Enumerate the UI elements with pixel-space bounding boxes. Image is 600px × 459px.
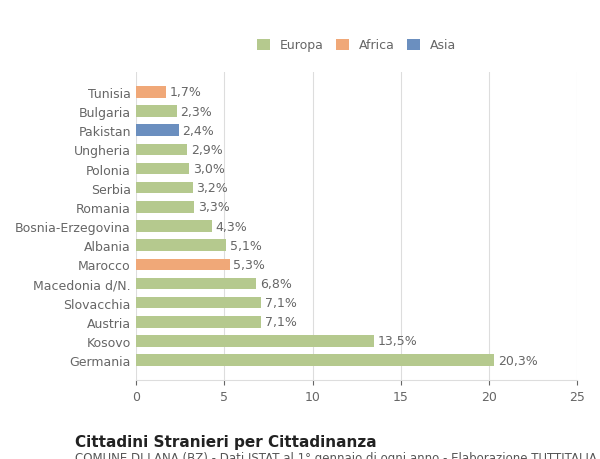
Text: 1,7%: 1,7% bbox=[170, 86, 202, 99]
Text: COMUNE DI LANA (BZ) - Dati ISTAT al 1° gennaio di ogni anno - Elaborazione TUTTI: COMUNE DI LANA (BZ) - Dati ISTAT al 1° g… bbox=[75, 451, 600, 459]
Bar bbox=[136, 336, 374, 347]
Bar bbox=[136, 202, 194, 213]
Bar bbox=[136, 163, 189, 175]
Text: 5,3%: 5,3% bbox=[233, 258, 265, 271]
Bar bbox=[136, 297, 262, 309]
Text: 20,3%: 20,3% bbox=[498, 354, 538, 367]
Text: 3,0%: 3,0% bbox=[193, 162, 224, 176]
Text: 13,5%: 13,5% bbox=[378, 335, 418, 348]
Text: 5,1%: 5,1% bbox=[230, 239, 262, 252]
Bar bbox=[136, 183, 193, 194]
Bar bbox=[136, 278, 256, 290]
Bar bbox=[136, 355, 494, 366]
Text: 2,9%: 2,9% bbox=[191, 144, 223, 157]
Bar bbox=[136, 87, 166, 99]
Text: 2,4%: 2,4% bbox=[182, 124, 214, 137]
Text: 3,2%: 3,2% bbox=[196, 182, 228, 195]
Bar bbox=[136, 316, 262, 328]
Text: Cittadini Stranieri per Cittadinanza: Cittadini Stranieri per Cittadinanza bbox=[75, 434, 377, 449]
Text: 3,3%: 3,3% bbox=[198, 201, 230, 214]
Bar bbox=[136, 106, 177, 118]
Text: 7,1%: 7,1% bbox=[265, 297, 297, 309]
Text: 7,1%: 7,1% bbox=[265, 316, 297, 329]
Bar bbox=[136, 144, 187, 156]
Bar bbox=[136, 125, 179, 137]
Bar bbox=[136, 221, 212, 232]
Bar bbox=[136, 240, 226, 252]
Text: 6,8%: 6,8% bbox=[260, 277, 292, 291]
Text: 4,3%: 4,3% bbox=[215, 220, 247, 233]
Bar bbox=[136, 259, 230, 270]
Text: 2,3%: 2,3% bbox=[181, 106, 212, 118]
Legend: Europa, Africa, Asia: Europa, Africa, Asia bbox=[257, 39, 456, 52]
